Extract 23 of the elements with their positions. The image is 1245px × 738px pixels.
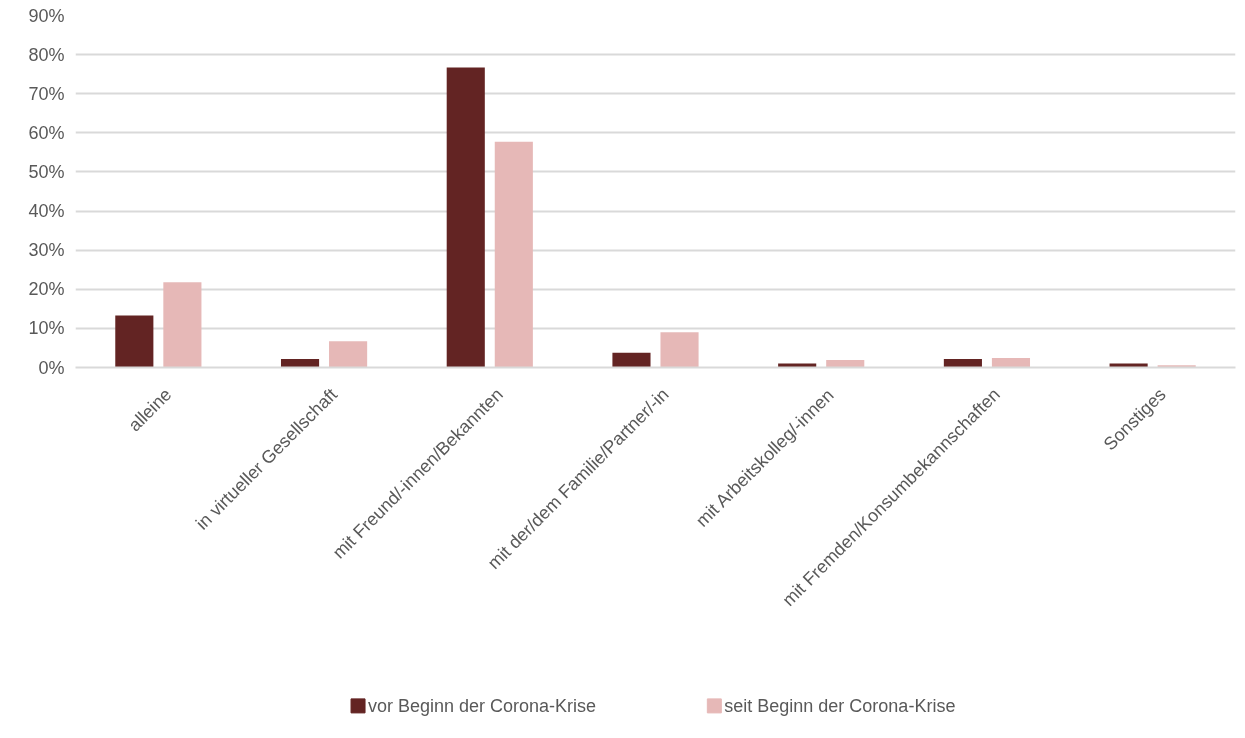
y-tick-label: 80% xyxy=(28,44,65,65)
bar xyxy=(446,67,485,368)
y-tick-label: 90% xyxy=(28,5,65,26)
bar xyxy=(660,332,699,368)
y-tick-label: 40% xyxy=(28,201,65,222)
y-tick-label: 50% xyxy=(28,161,65,182)
bar xyxy=(826,360,865,368)
bar xyxy=(163,282,202,368)
bar xyxy=(612,352,651,368)
bar xyxy=(494,141,533,368)
y-tick-label: 70% xyxy=(28,83,65,104)
legend-label: seit Beginn der Corona-Krise xyxy=(724,695,956,716)
y-tick-label: 60% xyxy=(28,122,65,143)
bar xyxy=(280,358,320,368)
bar xyxy=(329,341,368,368)
bar xyxy=(943,358,982,368)
y-tick-label: 0% xyxy=(38,357,65,378)
y-tick-label: 30% xyxy=(28,240,65,261)
y-tick-label: 20% xyxy=(28,279,65,300)
y-tick-label: 10% xyxy=(28,318,65,339)
legend-label: vor Beginn der Corona-Krise xyxy=(367,695,597,716)
bar xyxy=(115,315,154,368)
bar xyxy=(991,358,1031,368)
